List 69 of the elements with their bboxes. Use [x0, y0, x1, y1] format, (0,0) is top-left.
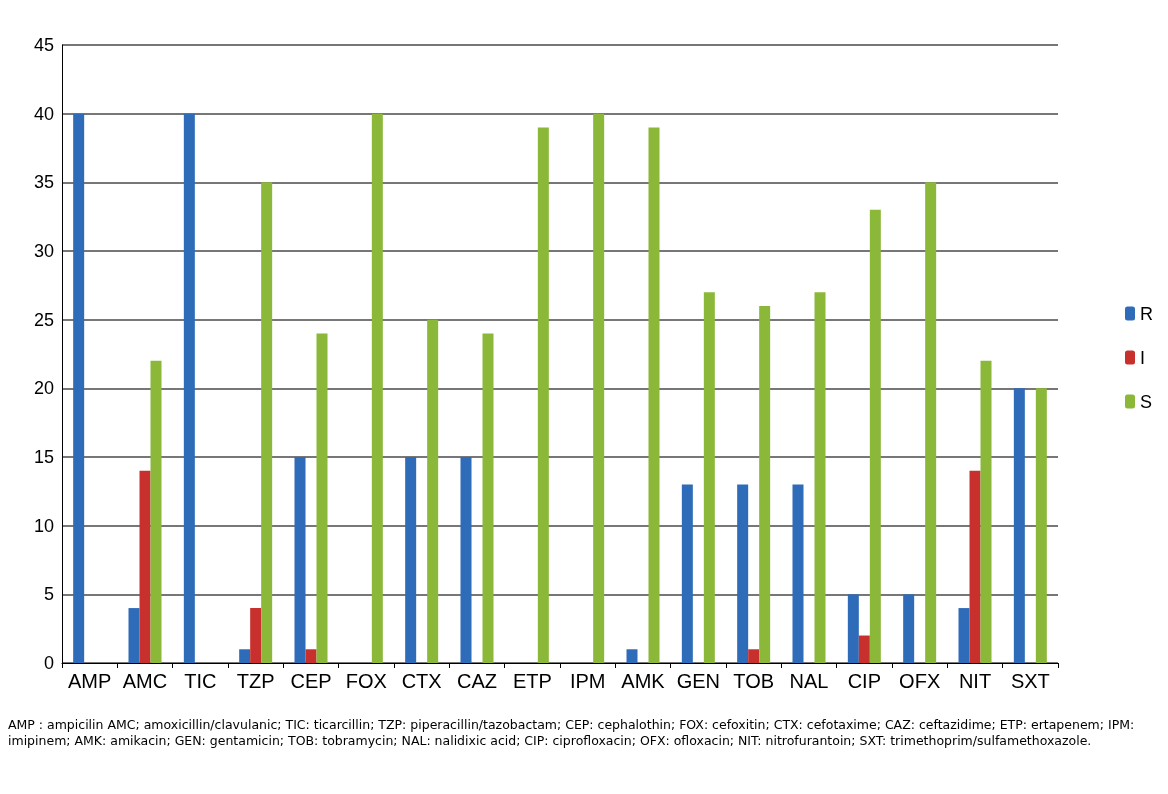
- bar: [748, 649, 760, 663]
- legend-label: S: [1140, 391, 1153, 412]
- bar: [482, 333, 494, 663]
- bar: [128, 608, 140, 663]
- x-tick-label: AMC: [122, 670, 168, 692]
- bar: [858, 635, 870, 663]
- bar: [305, 649, 317, 663]
- bar: [792, 484, 804, 663]
- bar: [460, 457, 472, 663]
- bar: [847, 594, 859, 663]
- y-tick-label: 15: [33, 447, 54, 467]
- bar: [958, 608, 970, 663]
- bar: [626, 649, 638, 663]
- bar: [980, 360, 992, 663]
- text: AMP : ampicilin AMC; amoxicillin/clavulanic; TIC: ticarcillin; TZP: piperacillin/tazobactam; CEP: cephalothin; FOX: cefoxitin; CTX: cefotaxime; CAZ: ceftazidime; ETP: ertapenem; IPM: imipinem; AMK: amikacin; GEN: gentamicin; TOB: tobramycin; NAL: nalidixic acid; CIP: ciprofloxacin; OFX: ofloxacin; NIT: nitrofurantoin; SXT: trimethoprim/sulfamethoxazole.: [8, 717, 1136, 749]
- x-tick-label: AMP: [67, 670, 112, 692]
- x-tick-label: CIP: [847, 670, 882, 692]
- x-tick-label: NAL: [789, 670, 829, 692]
- y-tick-label: 30: [33, 241, 54, 261]
- x-tick-label: FOX: [345, 670, 387, 692]
- x-tick-label: TIC: [184, 670, 217, 692]
- bar: [183, 113, 195, 663]
- x-tick-label: GEN: [676, 670, 721, 692]
- bar: [869, 209, 881, 663]
- y-tick-label: 25: [33, 309, 54, 330]
- y-tick-label: 5: [43, 584, 54, 605]
- bar: [648, 127, 660, 663]
- x-tick-label: IPM: [569, 670, 606, 692]
- y-tick-label: 10: [33, 515, 54, 536]
- bar: [737, 484, 749, 663]
- x-tick-label: CAZ: [457, 670, 497, 692]
- bar: [294, 457, 306, 663]
- bar: [405, 457, 417, 663]
- x-tick-label: NIT: [958, 670, 992, 692]
- x-tick-label: ETP: [512, 670, 552, 692]
- bar: [925, 182, 937, 663]
- bar: [703, 292, 715, 663]
- bar: [73, 113, 85, 663]
- bar: [139, 470, 151, 663]
- bar: [1013, 388, 1025, 663]
- x-tick-label: CEP: [290, 670, 332, 692]
- bar: [150, 360, 162, 663]
- bar: [537, 127, 549, 663]
- y-tick-label: 45: [33, 35, 54, 55]
- x-tick-label: SXT: [1010, 670, 1050, 692]
- x-tick-label: TZP: [236, 670, 275, 692]
- legend-label: I: [1140, 347, 1146, 368]
- y-tick-label: 20: [33, 378, 54, 399]
- bar: [814, 292, 826, 663]
- x-tick-label: OFX: [899, 670, 941, 692]
- bar: [427, 319, 439, 663]
- bar: [903, 594, 915, 663]
- y-tick-label: 40: [33, 103, 54, 124]
- bar: [759, 305, 771, 663]
- x-tick-label: TOB: [733, 670, 775, 692]
- bar: [681, 484, 693, 663]
- bar: [593, 113, 605, 663]
- legend-label: R: [1140, 303, 1153, 324]
- y-tick-label: 35: [33, 172, 54, 193]
- y-tick-label: 0: [43, 653, 54, 673]
- bar: [250, 608, 262, 663]
- bar: [969, 470, 981, 663]
- bar: [1035, 388, 1047, 663]
- x-tick-label: AMK: [621, 670, 666, 692]
- bar: [261, 182, 273, 663]
- x-tick-label: CTX: [401, 670, 442, 692]
- bar: [316, 333, 328, 663]
- bar: [239, 649, 251, 663]
- bar: [371, 113, 383, 663]
